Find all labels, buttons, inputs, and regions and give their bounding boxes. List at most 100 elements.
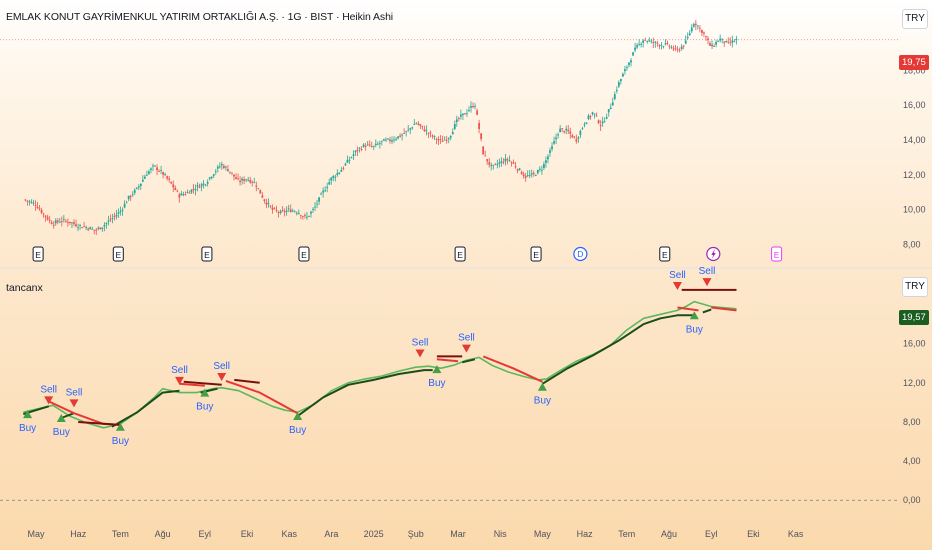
candle-body: [545, 160, 547, 163]
candle-body: [415, 123, 418, 125]
y-tick-label: 8,00: [903, 240, 921, 250]
candle-body: [729, 42, 732, 44]
candle-body: [79, 225, 81, 226]
candle-body: [532, 173, 535, 175]
candle-body: [575, 139, 578, 142]
candle-body: [518, 168, 521, 170]
x-tick-label: Kas: [281, 529, 297, 539]
candle-body: [441, 140, 444, 142]
candle-body: [370, 146, 373, 147]
earnings-icon: [771, 246, 783, 262]
candle-body: [162, 172, 165, 175]
candle-body: [445, 139, 448, 141]
currency-button-bottom[interactable]: TRY: [902, 277, 928, 297]
candle-body: [573, 136, 576, 138]
x-tick-label: Eki: [241, 529, 254, 539]
buy-arrow-icon: [23, 410, 33, 419]
candle-body: [257, 188, 260, 190]
candle-body: [154, 165, 156, 167]
x-tick-label: Ağu: [155, 529, 171, 539]
candle-body: [354, 150, 357, 153]
candle-body: [409, 128, 412, 130]
time-axis[interactable]: May Haz Tem Ağu Eyl Eki Kas Ara 2025 Şub Mar Nis May…: [27, 529, 803, 539]
candle-body: [642, 40, 645, 43]
trend-line-red: [225, 379, 299, 415]
candle-body: [411, 127, 414, 129]
candle-body: [504, 158, 507, 162]
earnings-icon: [454, 246, 466, 262]
candle-body: [320, 193, 323, 195]
candle-body: [565, 128, 568, 131]
candle-body: [261, 195, 264, 198]
candle-body: [579, 130, 582, 135]
x-tick-label: Ara: [324, 529, 338, 539]
candle-body: [520, 171, 523, 175]
buy-label: Buy: [289, 425, 306, 436]
buy-arrow-icon: [689, 311, 699, 320]
buy-arrow-icon: [293, 412, 303, 421]
candle-body: [366, 144, 369, 146]
candle-body: [443, 139, 446, 141]
earnings-icon: [201, 246, 213, 262]
candle-body: [672, 48, 675, 50]
candle-body: [536, 169, 539, 174]
candle-body: [731, 40, 734, 43]
candle-body: [64, 220, 67, 222]
candle-body: [301, 216, 304, 218]
candle-body: [453, 124, 456, 129]
candle-body: [168, 178, 171, 180]
candle-body: [46, 217, 49, 220]
dividend-icon: [573, 246, 588, 262]
candle-body: [506, 159, 509, 161]
candle-body: [334, 176, 337, 178]
x-tick-label: May: [27, 529, 45, 539]
candle-body: [188, 192, 191, 194]
candle-body: [212, 174, 215, 176]
candle-body: [435, 138, 438, 140]
candle-body: [318, 197, 320, 202]
x-tick-label: Tem: [112, 529, 129, 539]
candle-body: [733, 41, 736, 43]
candle-body: [141, 179, 144, 182]
earnings-icon: [112, 246, 124, 262]
x-tick-label: Nis: [494, 529, 507, 539]
candle-body: [468, 110, 470, 111]
candle-body: [279, 211, 282, 214]
candle-body: [703, 32, 705, 34]
lightning-bolt: [711, 249, 716, 259]
earnings-icon-label: E: [301, 250, 307, 260]
candle-body: [694, 23, 697, 26]
indicator-pane[interactable]: 0,00 4,00 8,00 12,00 16,00 Buy Buy Buy Buy Buy Buy…: [0, 266, 926, 505]
candle-body: [717, 41, 720, 43]
candle-body: [152, 165, 154, 167]
currency-button-top[interactable]: TRY: [902, 9, 928, 29]
buy-label: Buy: [19, 423, 36, 434]
earnings-icon-label: E: [35, 250, 41, 260]
candle-body: [81, 227, 83, 229]
candle-body: [310, 211, 312, 214]
price-pane[interactable]: 8,00 10,00 12,00 14,00 16,00 18,00 E E E E E E D E E: [0, 20, 926, 262]
candle-body: [646, 41, 649, 42]
candle-body: [291, 210, 294, 212]
indicator-label[interactable]: tancanx: [6, 282, 43, 294]
candle-body: [326, 186, 329, 188]
buy-label: Buy: [53, 427, 70, 438]
candle-body: [143, 176, 146, 179]
candle-body: [332, 176, 335, 178]
candle-body: [686, 36, 689, 39]
candle-body: [496, 164, 499, 166]
candle-body: [121, 209, 124, 211]
buy-label: Buy: [428, 378, 445, 389]
candle-body: [60, 220, 63, 222]
y-tick-label: 8,00: [903, 417, 921, 427]
candle-body: [634, 47, 636, 51]
candle-body: [368, 144, 371, 146]
candle-body: [587, 115, 590, 120]
candle-body: [705, 36, 707, 38]
candle-body: [603, 121, 606, 123]
candle-body: [85, 227, 88, 228]
candle-body: [198, 186, 201, 188]
candle-body: [42, 213, 45, 215]
support-line: [60, 412, 75, 419]
